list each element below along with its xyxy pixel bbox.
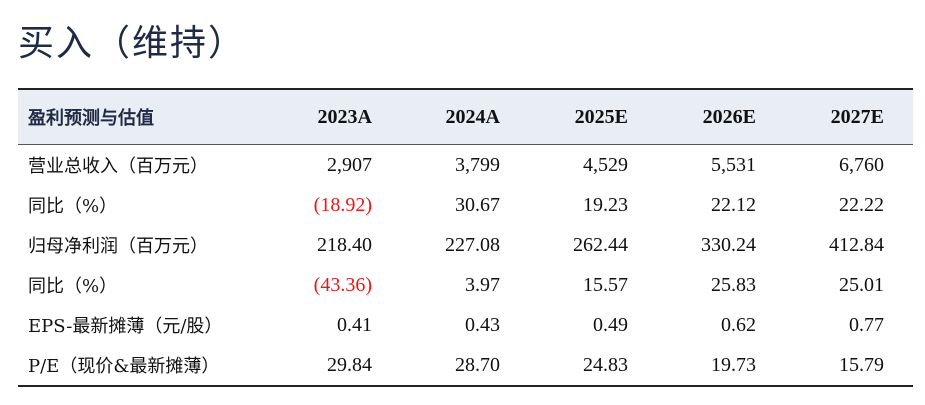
table-cell: 19.23 bbox=[583, 193, 628, 216]
header-year: 2024A bbox=[445, 105, 500, 128]
row-label: 同比（%） bbox=[28, 276, 118, 297]
table-cell: 19.73 bbox=[711, 353, 756, 376]
table-cell: (18.92) bbox=[313, 193, 372, 216]
table-row: EPS-最新摊薄（元/股） 0.41 0.43 0.49 0.62 0.77 bbox=[18, 305, 913, 345]
table-cell: 227.08 bbox=[445, 233, 500, 256]
table-cell: 28.70 bbox=[455, 353, 500, 376]
header-label: 盈利预测与估值 bbox=[28, 108, 154, 129]
table-top-rule bbox=[18, 88, 913, 90]
table-cell: 218.40 bbox=[317, 233, 372, 256]
table-row: 归母净利润（百万元） 218.40 227.08 262.44 330.24 4… bbox=[18, 225, 913, 265]
header-year: 2025E bbox=[574, 105, 628, 128]
row-label: 归母净利润（百万元） bbox=[28, 236, 208, 257]
table-cell: 5,531 bbox=[711, 153, 756, 176]
table-cell: 25.01 bbox=[839, 273, 884, 296]
table-cell: 29.84 bbox=[327, 353, 372, 376]
table-row: P/E（现价&最新摊薄） 29.84 28.70 24.83 19.73 15.… bbox=[18, 345, 913, 385]
table-cell: 0.43 bbox=[465, 313, 500, 336]
table-bottom-rule bbox=[18, 385, 913, 387]
table-row: 同比（%） (43.36) 3.97 15.57 25.83 25.01 bbox=[18, 265, 913, 305]
header-year: 2027E bbox=[830, 105, 884, 128]
table-cell: 412.84 bbox=[829, 233, 884, 256]
table-cell: 2,907 bbox=[327, 153, 372, 176]
row-label: EPS-最新摊薄（元/股） bbox=[28, 316, 223, 337]
table-cell: 0.77 bbox=[849, 313, 884, 336]
table-cell: 15.57 bbox=[583, 273, 628, 296]
header-year: 2026E bbox=[702, 105, 756, 128]
table-cell: 15.79 bbox=[839, 353, 884, 376]
table-row: 同比（%） (18.92) 30.67 19.23 22.12 22.22 bbox=[18, 185, 913, 225]
rating-title: 买入（维持） bbox=[18, 23, 247, 64]
table-row: 营业总收入（百万元） 2,907 3,799 4,529 5,531 6,760 bbox=[18, 145, 913, 185]
table-cell: 3.97 bbox=[465, 273, 500, 296]
row-label: 同比（%） bbox=[28, 196, 118, 217]
table-cell: 3,799 bbox=[455, 153, 500, 176]
table-cell: 25.83 bbox=[711, 273, 756, 296]
table-cell: 262.44 bbox=[573, 233, 628, 256]
table-header-row: 盈利预测与估值 2023A 2024A 2025E 2026E 2027E bbox=[18, 90, 913, 144]
table-cell: 30.67 bbox=[455, 193, 500, 216]
row-label: P/E（现价&最新摊薄） bbox=[28, 356, 220, 377]
table-header-rule bbox=[18, 144, 913, 145]
table-cell: 22.12 bbox=[711, 193, 756, 216]
table-cell: 22.22 bbox=[839, 193, 884, 216]
table-cell: 330.24 bbox=[701, 233, 756, 256]
table-cell: (43.36) bbox=[313, 273, 372, 296]
table-cell: 4,529 bbox=[583, 153, 628, 176]
row-label: 营业总收入（百万元） bbox=[28, 156, 208, 177]
table-cell: 6,760 bbox=[839, 153, 884, 176]
table-cell: 0.49 bbox=[593, 313, 628, 336]
header-year: 2023A bbox=[317, 105, 372, 128]
table-cell: 0.62 bbox=[721, 313, 756, 336]
forecast-table: 盈利预测与估值 2023A 2024A 2025E 2026E 2027E 营业… bbox=[18, 88, 913, 387]
table-cell: 24.83 bbox=[583, 353, 628, 376]
table-cell: 0.41 bbox=[337, 313, 372, 336]
